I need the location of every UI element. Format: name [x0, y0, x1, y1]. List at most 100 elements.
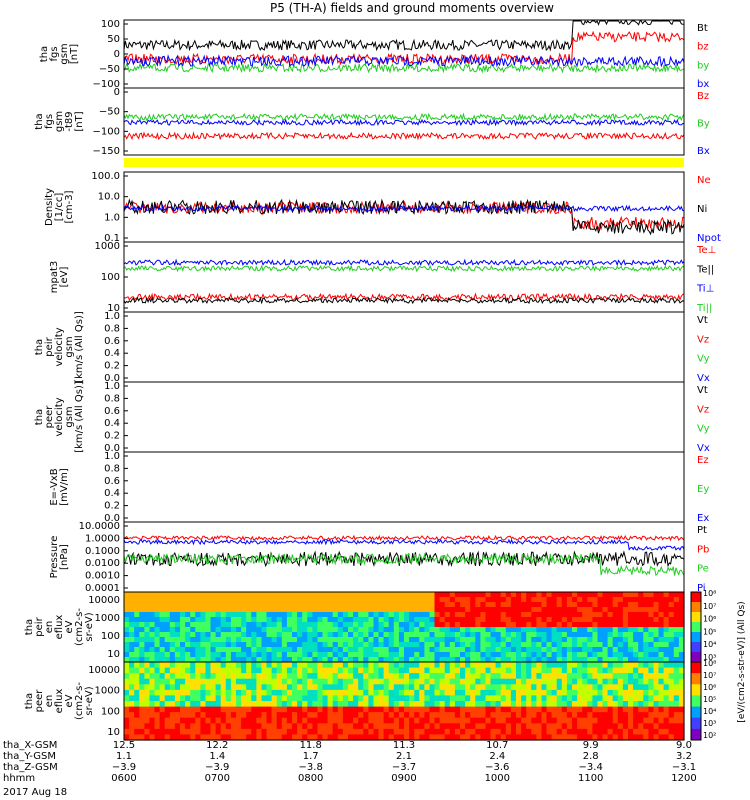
spectrogram-cell: [220, 647, 227, 653]
spectrogram-cell: [307, 667, 313, 674]
spectrogram-cell: [205, 706, 212, 713]
spectrogram-cell: [154, 723, 161, 730]
spectrogram-cell: [200, 607, 207, 613]
spectrogram-cell: [332, 706, 339, 713]
spectrogram-cell: [266, 637, 273, 643]
spectrogram-cell: [434, 689, 441, 697]
spectrogram-cell: [398, 597, 405, 603]
spectrogram-cell: [622, 642, 629, 648]
spectrogram-cell: [628, 717, 634, 724]
spectrogram-cell: [429, 695, 436, 702]
spectrogram-cell: [307, 689, 313, 697]
spectrogram-cell: [353, 657, 359, 663]
spectrogram-cell: [139, 652, 145, 658]
spectrogram-cell: [332, 617, 339, 623]
spectrogram-cell: [297, 647, 303, 653]
spectrogram-cell: [205, 678, 212, 685]
spectrogram-cell: [470, 612, 476, 618]
spectrogram-cell: [353, 728, 359, 736]
spectrogram-cell: [139, 667, 145, 674]
spectrogram-cell: [373, 695, 380, 702]
spectrogram-cell: [302, 701, 308, 708]
spectrogram-cell: [307, 695, 313, 702]
spectrogram-cell: [638, 632, 644, 638]
spectrogram-cell: [658, 734, 665, 741]
spectrogram-cell: [572, 642, 578, 648]
spectrogram-cell: [378, 717, 385, 724]
spectrogram-cell: [317, 734, 324, 741]
spectrogram-cell: [556, 632, 563, 638]
spectrogram-cell: [144, 684, 151, 691]
spectrogram-cell: [485, 642, 492, 648]
spectrogram-cell: [577, 637, 583, 643]
spectrogram-cell: [398, 678, 405, 685]
spectrogram-cell: [678, 612, 685, 618]
spectrogram-cell: [261, 622, 268, 628]
spectrogram-cell: [342, 617, 349, 623]
spectrogram-cell: [134, 706, 140, 713]
y-tick-label: 1.0: [104, 381, 120, 392]
spectrogram-cell: [617, 728, 624, 736]
spectrogram-cell: [536, 728, 543, 736]
spectrogram-cell: [480, 642, 487, 648]
spectrogram-cell: [210, 717, 217, 724]
spectrogram-cell: [169, 673, 176, 680]
spectrogram-cell: [439, 667, 446, 674]
spectrogram-cell: [465, 622, 471, 628]
spectrogram-cell: [521, 612, 527, 618]
y-tick-label: 50: [107, 34, 120, 45]
spectrogram-cell: [185, 706, 191, 713]
spectrogram-cell: [643, 662, 649, 669]
spectrogram-cell: [307, 734, 313, 741]
spectrogram-cell: [149, 706, 156, 713]
spectrogram-cell: [541, 642, 548, 648]
spectrogram-cell: [617, 734, 624, 741]
spectrogram-cell: [276, 684, 283, 691]
spectrogram-cell: [505, 627, 512, 633]
spectrogram-cell: [429, 632, 436, 638]
spectrogram-cell: [195, 695, 201, 702]
spectrogram-cell: [378, 622, 385, 628]
spectrogram-cell: [633, 612, 639, 618]
spectrogram-cell: [434, 662, 441, 669]
spectrogram-cell: [337, 689, 344, 697]
y-tick-label: 100.0: [91, 171, 120, 182]
spectrogram-cell: [144, 673, 151, 680]
spectrogram-cell: [266, 592, 273, 598]
spectrogram-cell: [521, 662, 527, 669]
spectrogram-cell: [281, 662, 288, 669]
spectrogram-cell: [485, 673, 492, 680]
spectrogram-cell: [521, 637, 527, 643]
spectrogram-cell: [230, 622, 237, 628]
colorbar-tick-label: 10⁶: [703, 615, 716, 624]
spectrogram-cell: [261, 734, 268, 741]
spectrogram-cell: [465, 734, 471, 741]
spectrogram-cell: [577, 689, 583, 697]
series-line-bx: [123, 54, 685, 68]
spectrogram-cell: [622, 592, 629, 598]
spectrogram-cell: [190, 592, 196, 598]
spectrogram-cell: [383, 734, 390, 741]
spectrogram-cell: [653, 602, 660, 608]
spectrogram-cell: [582, 632, 588, 638]
spectrogram-cell: [307, 602, 313, 608]
spectrogram-cell: [281, 728, 288, 736]
spectrogram-cell: [286, 607, 293, 613]
spectrogram-cell: [220, 667, 227, 674]
spectrogram-cell: [159, 684, 166, 691]
spectrogram-cell: [180, 673, 186, 680]
spectrogram-cell: [149, 607, 156, 613]
spectrogram-cell: [286, 706, 293, 713]
spectrogram-cell: [358, 695, 364, 702]
spectrogram-cell: [480, 637, 487, 643]
spectrogram-cell: [205, 617, 212, 623]
spectrogram-cell: [465, 652, 471, 658]
spectrogram-cell: [271, 678, 278, 685]
spectrogram-cell: [185, 622, 191, 628]
spectrogram-cell: [348, 612, 354, 618]
spectrogram-cell: [444, 662, 451, 669]
spectrogram-cell: [185, 617, 191, 623]
spectrogram-cell: [353, 667, 359, 674]
spectrogram-cell: [490, 723, 497, 730]
